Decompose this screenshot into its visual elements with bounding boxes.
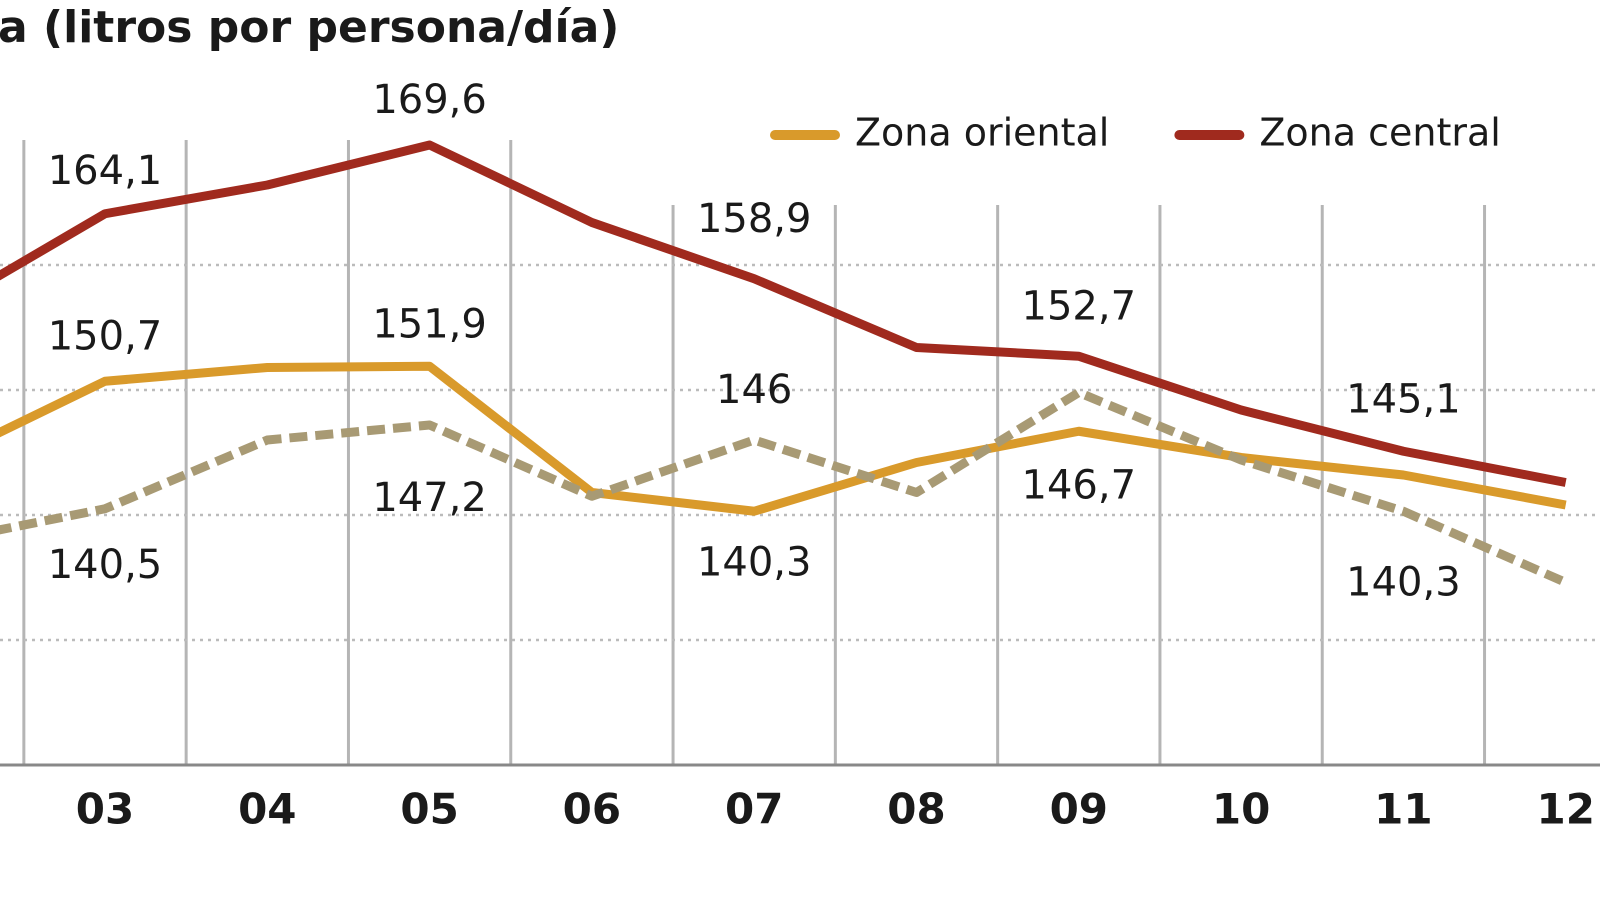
value-label: 152,7 <box>1022 283 1137 329</box>
series-line <box>0 388 1568 587</box>
x-tick-label: 09 <box>1050 785 1108 834</box>
x-tick-label: 07 <box>725 785 783 834</box>
value-label: 164,1 <box>48 148 163 194</box>
value-label: 145,1 <box>1346 376 1461 422</box>
value-label: 146 <box>716 367 792 413</box>
plot <box>0 140 1568 587</box>
x-tick-label: 12 <box>1536 785 1594 834</box>
value-label: 150,7 <box>48 313 163 359</box>
value-label: 140,3 <box>697 539 812 585</box>
x-tick-label: 10 <box>1212 785 1270 834</box>
series-line <box>0 361 1567 516</box>
x-tick-label: 03 <box>76 785 134 834</box>
legend-label: Zona central <box>1259 111 1500 155</box>
value-label: 158,9 <box>697 196 812 242</box>
x-tick-label: 05 <box>400 785 458 834</box>
series-line <box>0 140 1567 487</box>
x-tick-label: 11 <box>1374 785 1432 834</box>
x-tick-label: 06 <box>563 785 621 834</box>
value-label: 140,3 <box>1346 559 1461 605</box>
value-label: 146,7 <box>1022 462 1137 508</box>
legend-label: Zona oriental <box>855 111 1109 155</box>
value-label: 140,5 <box>48 542 163 588</box>
value-label: 147,2 <box>372 475 487 521</box>
chart-title: a (litros por persona/día) <box>0 2 619 53</box>
x-tick-label: 04 <box>238 785 296 834</box>
value-label: 151,9 <box>372 301 487 347</box>
x-tick-label: 08 <box>887 785 945 834</box>
value-label: 169,6 <box>372 77 487 123</box>
